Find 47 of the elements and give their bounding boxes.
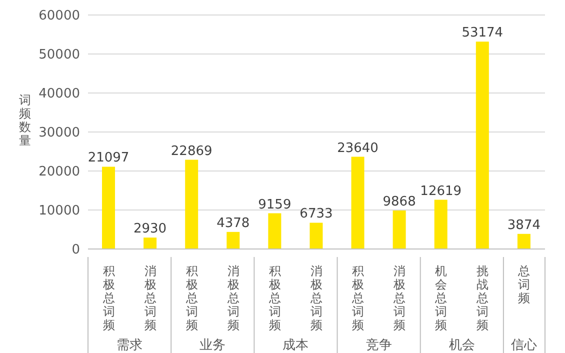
data-label: 53174	[462, 26, 504, 41]
y-tick-label: 50000	[38, 48, 80, 63]
data-label: 22869	[170, 144, 212, 159]
data-label: 9159	[258, 197, 292, 212]
bar	[392, 210, 406, 249]
x-tick-label: 机会总词频	[434, 264, 448, 332]
x-tick-label: 消极总词频	[226, 264, 240, 332]
data-label: 4378	[216, 216, 250, 231]
text: 需求	[116, 338, 143, 353]
bar	[226, 232, 240, 249]
data-label: 21097	[88, 150, 130, 166]
x-tick-label: 积极总词频	[351, 264, 364, 332]
text: 业务	[200, 338, 226, 353]
bar	[434, 200, 448, 249]
data-label: 2930	[134, 222, 167, 237]
bar	[476, 42, 489, 249]
bar	[310, 222, 323, 249]
data-label: 23640	[337, 140, 378, 156]
y-tick-label: 10000	[38, 204, 80, 219]
text: 成本	[282, 338, 309, 353]
bar	[185, 160, 198, 249]
text: 竞争	[366, 338, 392, 353]
bar	[144, 238, 157, 249]
x-tick-label: 挑战总词频	[476, 264, 489, 332]
y-tick-label: 30000	[38, 126, 80, 141]
bar	[268, 213, 282, 249]
data-label: 3874	[507, 218, 540, 233]
bar	[102, 166, 115, 249]
x-tick-label: 总词频	[517, 264, 530, 305]
x-tick-label: 消极总词频	[392, 264, 406, 332]
y-tick-label: 0	[72, 242, 80, 258]
x-tick-label: 积极总词频	[268, 264, 281, 332]
bar	[517, 234, 530, 249]
x-tick-label: 积极总词频	[102, 264, 115, 332]
bar	[351, 156, 364, 249]
data-label: 12619	[420, 184, 462, 199]
data-label: 9868	[382, 194, 416, 210]
text: 信心	[511, 337, 538, 353]
text: 机会	[448, 338, 475, 353]
x-tick-label: 消极总词频	[143, 264, 156, 332]
y-tick-label: 20000	[38, 164, 80, 180]
data-label: 6733	[300, 206, 333, 222]
y-tick-label: 60000	[38, 8, 80, 24]
x-tick-label: 消极总词频	[310, 264, 322, 332]
x-tick-label: 积极总词频	[184, 264, 198, 332]
y-tick-label: 40000	[38, 86, 80, 102]
y-axis-title: 词频数量	[19, 93, 31, 148]
